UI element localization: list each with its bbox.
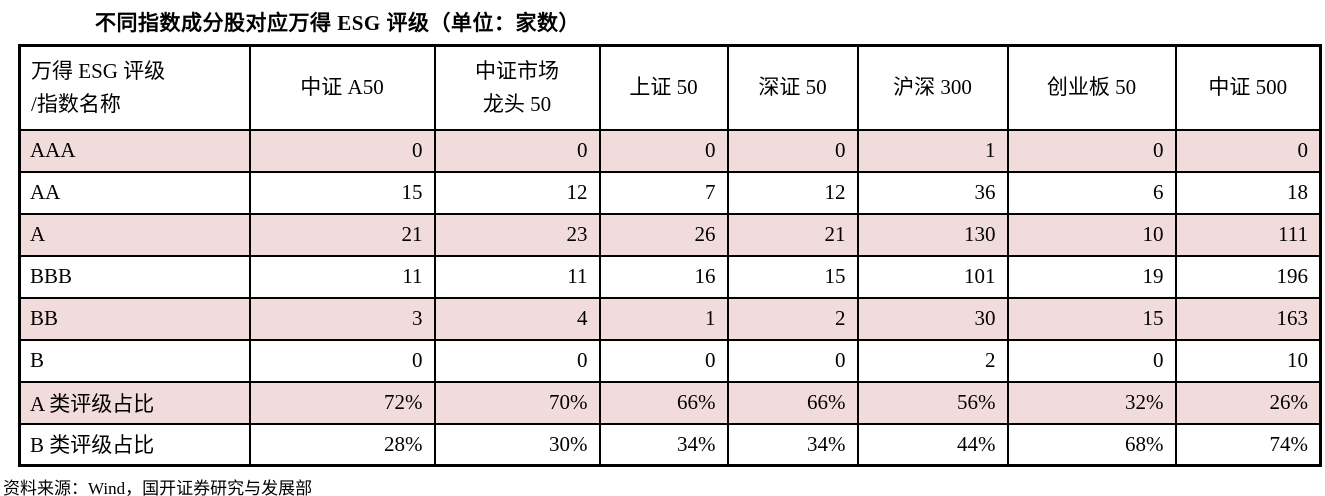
table-row-AA: AA 15 12 7 12 36 6 18 <box>18 170 1322 215</box>
table-row-AAA: AAA 0 0 0 0 1 0 0 <box>18 128 1322 173</box>
row-label: BBB <box>18 254 251 299</box>
value-cell: 30% <box>433 422 601 467</box>
table-row-A 类评级占比: A 类评级占比 72% 70% 66% 66% 56% 32% 26% <box>18 380 1322 425</box>
value-cell: 0 <box>598 128 729 173</box>
row-label: B 类评级占比 <box>18 422 251 467</box>
value-cell: 30 <box>856 296 1009 341</box>
value-cell: 32% <box>1006 380 1177 425</box>
value-cell: 70% <box>433 380 601 425</box>
esg-rating-table: 万得 ESG 评级 /指数名称 中证 A50 中证市场 龙头 50 上证 50 深证 5… <box>18 44 1322 467</box>
value-cell: 7 <box>598 170 729 215</box>
value-cell: 196 <box>1174 254 1322 299</box>
column-header-1: 中证市场 龙头 50 <box>433 44 601 131</box>
page-title: 不同指数成分股对应万得 ESG 评级（单位：家数） <box>95 11 581 35</box>
value-cell: 163 <box>1174 296 1322 341</box>
value-cell: 21 <box>248 212 436 257</box>
column-header-3: 深证 50 <box>726 44 859 131</box>
value-cell: 0 <box>726 338 859 383</box>
value-cell: 21 <box>726 212 859 257</box>
value-cell: 15 <box>726 254 859 299</box>
value-cell: 12 <box>433 170 601 215</box>
source-note: 资料来源：Wind，国开证券研究与发展部 <box>3 479 313 496</box>
value-cell: 11 <box>248 254 436 299</box>
value-cell: 0 <box>433 338 601 383</box>
value-cell: 34% <box>598 422 729 467</box>
value-cell: 0 <box>433 128 601 173</box>
value-cell: 66% <box>598 380 729 425</box>
row-label: A 类评级占比 <box>18 380 251 425</box>
value-cell: 2 <box>856 338 1009 383</box>
value-cell: 28% <box>248 422 436 467</box>
table-header-row: 万得 ESG 评级 /指数名称 中证 A50 中证市场 龙头 50 上证 50 深证 5… <box>18 44 1322 131</box>
value-cell: 15 <box>248 170 436 215</box>
value-cell: 18 <box>1174 170 1322 215</box>
value-cell: 74% <box>1174 422 1322 467</box>
value-cell: 34% <box>726 422 859 467</box>
column-header-2: 上证 50 <box>598 44 729 131</box>
corner-header: 万得 ESG 评级 /指数名称 <box>18 44 251 131</box>
value-cell: 26 <box>598 212 729 257</box>
value-cell: 68% <box>1006 422 1177 467</box>
value-cell: 3 <box>248 296 436 341</box>
value-cell: 10 <box>1006 212 1177 257</box>
column-header-5: 创业板 50 <box>1006 44 1177 131</box>
column-header-4: 沪深 300 <box>856 44 1009 131</box>
value-cell: 66% <box>726 380 859 425</box>
value-cell: 23 <box>433 212 601 257</box>
table-row-A: A 21 23 26 21 130 10 111 <box>18 212 1322 257</box>
row-label: BB <box>18 296 251 341</box>
value-cell: 6 <box>1006 170 1177 215</box>
value-cell: 2 <box>726 296 859 341</box>
value-cell: 72% <box>248 380 436 425</box>
column-header-0: 中证 A50 <box>248 44 436 131</box>
value-cell: 11 <box>433 254 601 299</box>
row-label: AA <box>18 170 251 215</box>
value-cell: 10 <box>1174 338 1322 383</box>
value-cell: 4 <box>433 296 601 341</box>
table-row-BB: BB 3 4 1 2 30 15 163 <box>18 296 1322 341</box>
row-label: AAA <box>18 128 251 173</box>
value-cell: 0 <box>1006 338 1177 383</box>
value-cell: 0 <box>248 338 436 383</box>
value-cell: 0 <box>598 338 729 383</box>
value-cell: 130 <box>856 212 1009 257</box>
row-label: B <box>18 338 251 383</box>
table-row-BBB: BBB 11 11 16 15 101 19 196 <box>18 254 1322 299</box>
value-cell: 0 <box>1006 128 1177 173</box>
value-cell: 0 <box>1174 128 1322 173</box>
value-cell: 19 <box>1006 254 1177 299</box>
column-header-6: 中证 500 <box>1174 44 1322 131</box>
table-row-B: B 0 0 0 0 2 0 10 <box>18 338 1322 383</box>
value-cell: 36 <box>856 170 1009 215</box>
value-cell: 1 <box>856 128 1009 173</box>
value-cell: 15 <box>1006 296 1177 341</box>
value-cell: 26% <box>1174 380 1322 425</box>
row-label: A <box>18 212 251 257</box>
table-row-B 类评级占比: B 类评级占比 28% 30% 34% 34% 44% 68% 74% <box>18 422 1322 467</box>
value-cell: 1 <box>598 296 729 341</box>
value-cell: 44% <box>856 422 1009 467</box>
value-cell: 111 <box>1174 212 1322 257</box>
value-cell: 101 <box>856 254 1009 299</box>
value-cell: 0 <box>248 128 436 173</box>
value-cell: 12 <box>726 170 859 215</box>
value-cell: 16 <box>598 254 729 299</box>
value-cell: 56% <box>856 380 1009 425</box>
value-cell: 0 <box>726 128 859 173</box>
